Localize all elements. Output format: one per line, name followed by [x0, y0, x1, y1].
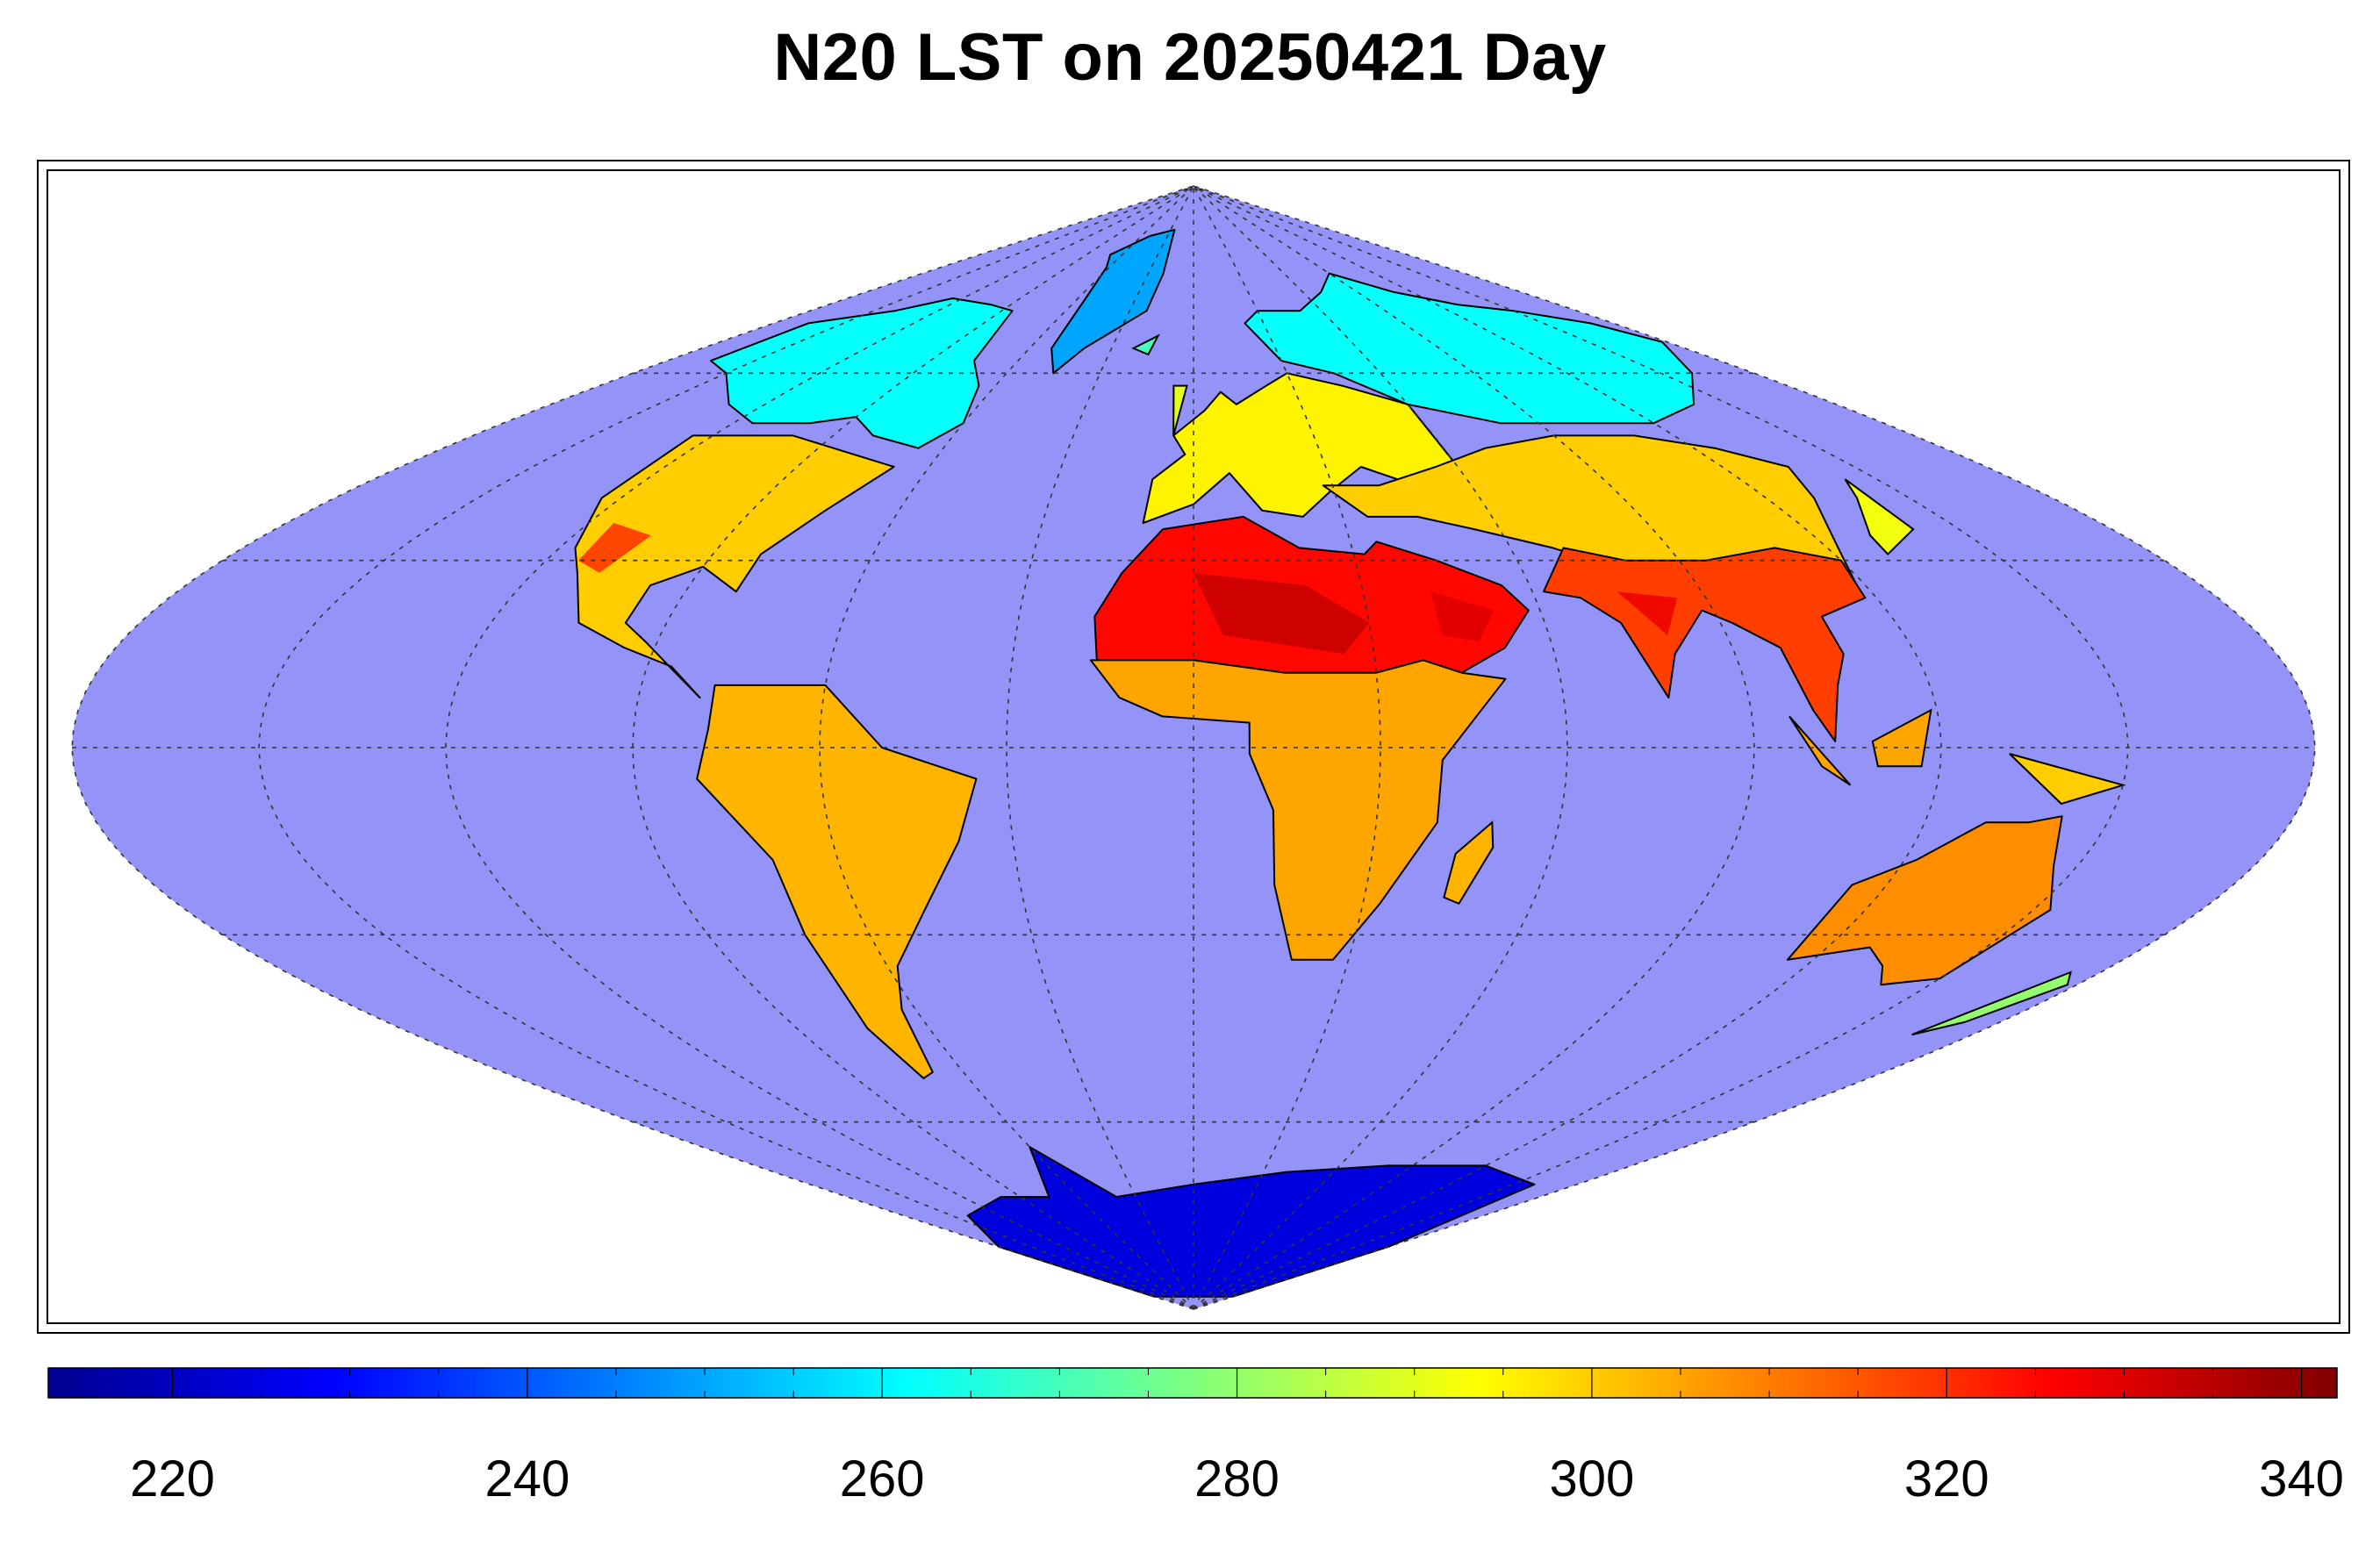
- graticule-line: [1193, 185, 2129, 1310]
- colorbar-tick-label: 240: [484, 1450, 570, 1507]
- hot-spot: [578, 523, 651, 573]
- map-panel: [37, 160, 2350, 1334]
- hot-spot: [1430, 591, 1495, 642]
- graticule-line: [1193, 185, 1755, 1310]
- frame-inner: [47, 169, 2341, 1324]
- graticule-line: [445, 185, 1194, 1310]
- land-europe: [1142, 372, 1459, 524]
- graticule: [71, 185, 2316, 1310]
- land-island: [1789, 715, 1852, 786]
- colorbar-ticks: 220 240 260 280 300 320 340: [82, 1368, 2344, 1507]
- land-north-america-north: [710, 297, 1014, 449]
- colorbar-gradient: [47, 1367, 2338, 1399]
- graticule-line: [71, 185, 1194, 1310]
- land-island: [1911, 970, 2072, 1036]
- colorbar-tick-label: 260: [840, 1450, 925, 1507]
- land-island: [1131, 333, 1160, 356]
- graticule-line: [1193, 185, 1942, 1310]
- land-antarctica: [966, 1146, 1536, 1298]
- colorbar-tick-label: 280: [1194, 1450, 1280, 1507]
- land-siberia: [1244, 272, 1695, 425]
- land-masses: [574, 228, 2126, 1298]
- frame-outer: [37, 160, 2350, 1334]
- land-australia: [1786, 815, 2063, 986]
- graticule-line: [632, 185, 1194, 1310]
- land-south-america: [696, 684, 978, 1079]
- graticule-line: [258, 185, 1194, 1310]
- colorbar-tick-label: 220: [130, 1450, 215, 1507]
- colorbar-tick-label: 300: [1549, 1450, 1634, 1507]
- land-island: [1844, 478, 1915, 556]
- graticule-line: [1193, 185, 1568, 1310]
- graticule-line: [819, 185, 1194, 1310]
- colorbar-tick-label: 320: [1904, 1450, 1989, 1507]
- land-island: [1172, 384, 1188, 436]
- hot-spot: [1194, 572, 1370, 655]
- land-island: [1871, 708, 1932, 768]
- land-north-america-south: [574, 434, 895, 699]
- land-africa-south: [1089, 659, 1507, 961]
- land-greenland: [1050, 228, 1176, 375]
- hot-spot: [1617, 591, 1678, 635]
- colorbar-tick-label: 340: [2259, 1450, 2344, 1507]
- land-madagascar: [1443, 820, 1495, 906]
- map-title: N20 LST on 20250421 Day: [773, 20, 1607, 95]
- land-island: [2009, 753, 2126, 806]
- graticule-line: [1193, 185, 2316, 1310]
